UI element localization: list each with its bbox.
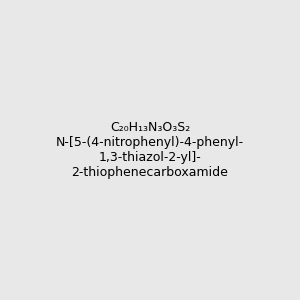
Text: C₂₀H₁₃N₃O₃S₂
N-[5-(4-nitrophenyl)-4-phenyl-
1,3-thiazol-2-yl]-
2-thiophenecarbox: C₂₀H₁₃N₃O₃S₂ N-[5-(4-nitrophenyl)-4-phen… — [56, 121, 244, 179]
